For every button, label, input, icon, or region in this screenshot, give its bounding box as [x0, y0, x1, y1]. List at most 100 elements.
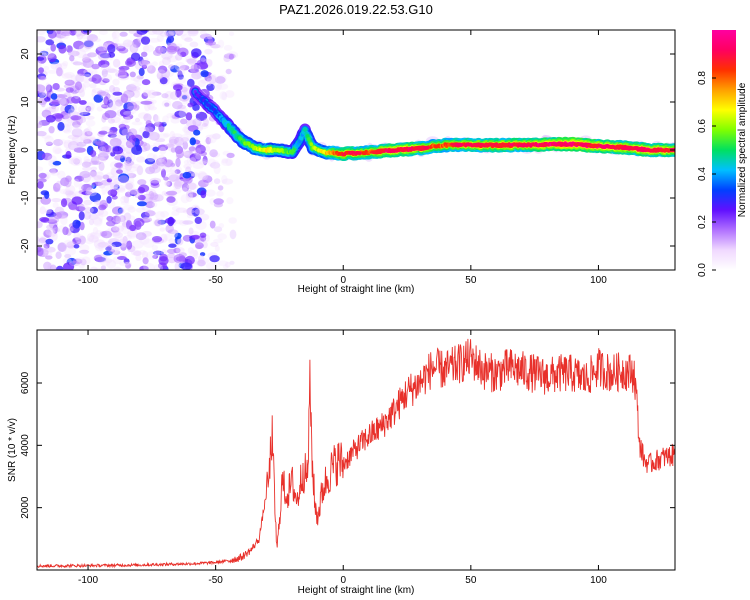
noise-blob: [83, 40, 94, 48]
noise-blob: [181, 182, 190, 192]
noise-blob: [79, 221, 85, 231]
x-tick-label: 50: [465, 275, 477, 286]
noise-blob: [142, 89, 152, 97]
noise-blob: [41, 152, 53, 161]
noise-blob: [46, 224, 57, 231]
noise-blob: [107, 52, 116, 58]
noise-blob: [159, 146, 167, 155]
noise-blob: [199, 232, 207, 238]
noise-blob: [153, 142, 161, 148]
noise-blob: [155, 138, 166, 143]
noise-blob: [72, 124, 82, 131]
noise-blob: [101, 230, 113, 239]
noise-blob: [161, 51, 173, 60]
noise-blob: [126, 229, 138, 239]
noise-blob: [53, 212, 62, 220]
noise-blob: [79, 170, 91, 179]
noise-blob: [229, 260, 235, 265]
noise-blob: [192, 118, 202, 127]
noise-blob: [128, 128, 138, 138]
noise-blob: [152, 202, 158, 208]
noise-blob: [139, 265, 149, 270]
noise-blob: [177, 47, 189, 57]
noise-blob: [96, 171, 104, 180]
noise-blob: [209, 149, 218, 158]
noise-blob: [146, 152, 156, 162]
ridge-peak: [538, 143, 549, 148]
noise-blob: [97, 136, 104, 142]
noise-blob: [83, 39, 94, 49]
noise-blob: [72, 121, 81, 128]
noise-blob: [80, 73, 93, 83]
noise-blob: [142, 56, 149, 66]
noise-blob: [69, 111, 80, 116]
noise-blob: [221, 175, 228, 184]
noise-blob: [102, 78, 110, 83]
noise-blob: [67, 50, 80, 57]
noise-blob: [136, 156, 146, 163]
noise-blob: [86, 187, 93, 195]
noise-blob: [144, 210, 156, 217]
noise-blob: [123, 258, 130, 265]
y-tick-label: 4000: [20, 434, 31, 457]
noise-blob: [184, 255, 195, 265]
noise-blob: [164, 179, 171, 187]
noise-blob: [177, 104, 187, 110]
noise-blob: [195, 109, 201, 115]
noise-blob: [173, 84, 183, 91]
snr-y-label: SNR (10 * v/v): [7, 418, 18, 482]
noise-blob: [182, 209, 195, 214]
noise-blob: [128, 177, 135, 184]
noise-blob: [205, 137, 211, 145]
noise-blob: [47, 53, 57, 63]
noise-blob: [171, 210, 180, 216]
noise-blob: [50, 93, 58, 100]
noise-blob: [149, 192, 159, 201]
noise-blob: [123, 110, 134, 116]
noise-blob: [119, 31, 128, 37]
x-tick-label: -100: [78, 275, 98, 286]
noise-blob: [196, 159, 209, 165]
noise-blob: [184, 37, 193, 42]
noise-blob: [135, 167, 142, 173]
noise-blob: [121, 195, 130, 200]
colorbar-tick-label: 0.4: [697, 167, 708, 181]
noise-blob: [117, 256, 127, 260]
noise-blob: [45, 82, 51, 92]
noise-blob: [154, 219, 162, 227]
noise-blob: [62, 226, 69, 236]
noise-blob: [166, 55, 179, 63]
noise-blob: [57, 242, 67, 252]
noise-blob: [118, 123, 127, 130]
noise-blob: [163, 233, 173, 241]
noise-blob: [123, 204, 134, 211]
ridge-peak: [464, 142, 473, 147]
noise-blob: [197, 170, 207, 179]
noise-blob: [103, 42, 109, 51]
noise-blob: [98, 146, 107, 155]
noise-blob: [129, 164, 141, 169]
ridge-cell: [303, 128, 307, 132]
noise-blob: [226, 197, 234, 205]
noise-blob: [112, 58, 121, 68]
noise-blob: [157, 144, 169, 151]
noise-blob: [63, 71, 75, 79]
noise-blob: [209, 198, 216, 205]
noise-blob: [109, 101, 121, 111]
noise-blob: [148, 164, 161, 174]
noise-blob: [140, 100, 153, 105]
noise-blob: [116, 45, 126, 52]
noise-blob: [82, 166, 92, 171]
noise-blob: [137, 194, 146, 201]
noise-blob: [48, 126, 55, 134]
noise-blob: [45, 39, 55, 46]
noise-blob: [47, 69, 59, 74]
noise-blob: [128, 30, 138, 34]
noise-blob: [84, 131, 93, 137]
noise-blob: [208, 133, 217, 144]
noise-blob: [140, 36, 151, 45]
noise-blob: [57, 121, 65, 131]
noise-blob: [213, 202, 223, 208]
noise-blob: [64, 79, 75, 86]
noise-blob: [195, 259, 205, 267]
